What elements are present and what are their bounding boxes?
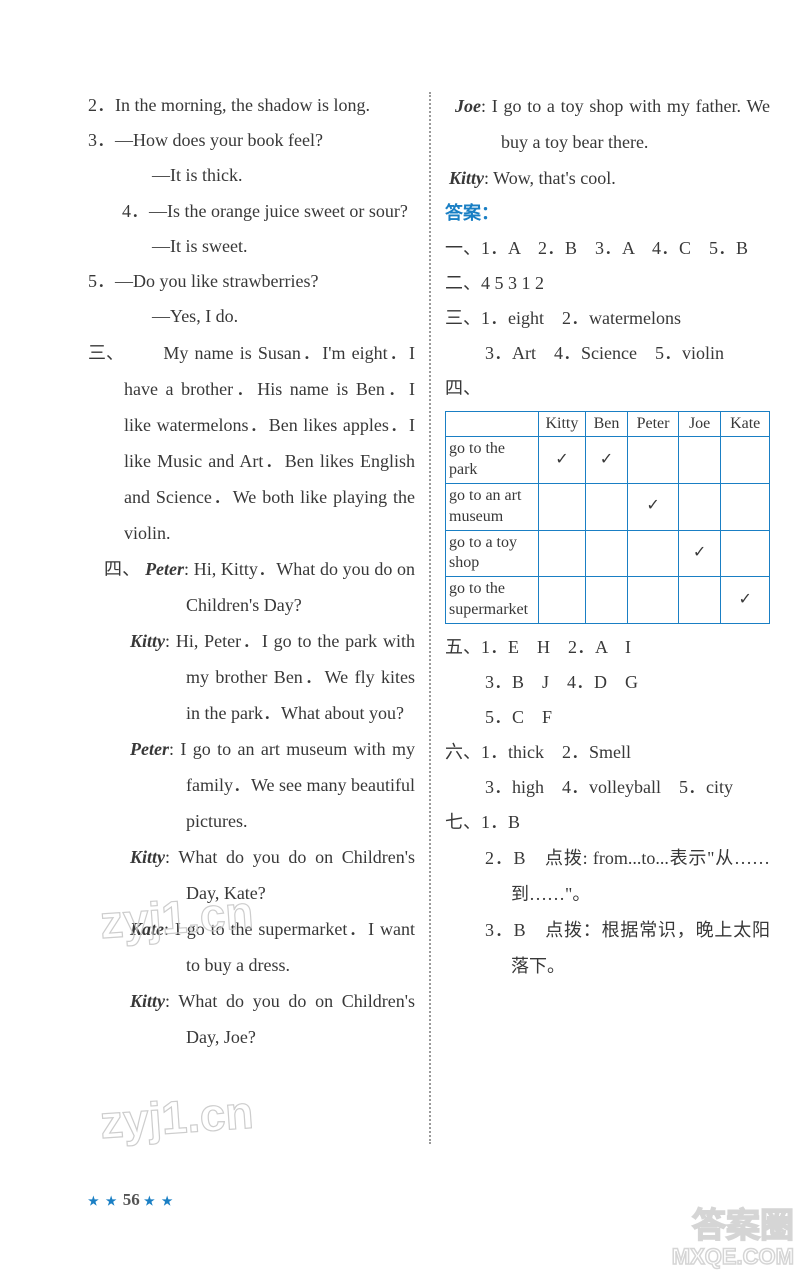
- cell: ✓: [585, 437, 628, 484]
- dlg3-name: Peter: [130, 739, 169, 759]
- page-number-block: ★ ★ 56 ★ ★: [88, 1190, 175, 1210]
- row-label: go to the supermarket: [446, 577, 539, 624]
- dlg-6: Kitty: What do you do on Children's Day,…: [88, 983, 415, 1055]
- cell: ✓: [628, 483, 679, 530]
- ans-3b: 3．Art 4．Science 5．violin: [445, 336, 770, 371]
- row-label: go to the park: [446, 437, 539, 484]
- dlg-4: Kitty: What do you do on Children's Day,…: [88, 839, 415, 911]
- dlg5-name: Kate: [130, 919, 164, 939]
- dlg-5: Kate: I go to the supermarket．I want to …: [88, 911, 415, 983]
- cell: [721, 483, 770, 530]
- cell: [539, 530, 586, 577]
- cell: ✓: [678, 530, 721, 577]
- wm-br-2: MXQE.COM: [672, 1245, 794, 1268]
- ans-6b: 3．high 4．volleyball 5．city: [445, 770, 770, 805]
- dlg7-name: Joe: [455, 96, 481, 116]
- q5a: 5．—Do you like strawberries?: [88, 264, 415, 299]
- table-row: go to the supermarket ✓: [446, 577, 770, 624]
- dlg8-text: : Wow, that's cool.: [484, 168, 616, 188]
- dlg-7: Joe: I go to a toy shop with my father. …: [445, 88, 770, 160]
- dlg-3: Peter: I go to an art museum with my fam…: [88, 731, 415, 839]
- star-icon: ★ ★: [144, 1194, 175, 1208]
- dlg3-text: : I go to an art museum with my family．W…: [169, 739, 415, 831]
- q4a: 4．—Is the orange juice sweet or sour?: [88, 193, 415, 229]
- cell: [678, 577, 721, 624]
- section-3: 三、 My name is Susan．I'm eight．I have a b…: [88, 335, 415, 551]
- dlg6-text: : What do you do on Children's Day, Joe?: [165, 991, 415, 1047]
- th-ben: Ben: [585, 411, 628, 437]
- sec4-label: 四、: [104, 559, 140, 579]
- cell: [628, 437, 679, 484]
- table-row: go to an art museum ✓: [446, 483, 770, 530]
- dlg8-name: Kitty: [449, 168, 484, 188]
- th-joe: Joe: [678, 411, 721, 437]
- dlg4-name: Kitty: [130, 847, 165, 867]
- dlg6-name: Kitty: [130, 991, 165, 1011]
- cell: [585, 483, 628, 530]
- cell: [678, 437, 721, 484]
- dlg1-name: Peter: [145, 559, 184, 579]
- th-kitty: Kitty: [539, 411, 586, 437]
- dlg7-text: : I go to a toy shop with my father. We …: [481, 96, 770, 152]
- dlg-8: Kitty: Wow, that's cool.: [445, 160, 770, 196]
- ans-7b: 2．B 点拨: from...to...表示"从……到……"。: [445, 840, 770, 912]
- q3b: —It is thick.: [88, 158, 415, 193]
- table-row: go to the park ✓ ✓: [446, 437, 770, 484]
- table-row: go to a toy shop ✓: [446, 530, 770, 577]
- ans-6a: 六、1．thick 2．Smell: [445, 735, 770, 770]
- section-4: 四、 Peter: Hi, Kitty．What do you do on Ch…: [88, 551, 415, 1055]
- dlg-1: 四、 Peter: Hi, Kitty．What do you do on Ch…: [88, 551, 415, 623]
- row-label: go to a toy shop: [446, 530, 539, 577]
- dlg-2: Kitty: Hi, Peter．I go to the park with m…: [88, 623, 415, 731]
- wm-br-1: 答案圈: [672, 1209, 794, 1245]
- dlg1-text: : Hi, Kitty．What do you do on Children's…: [184, 559, 415, 615]
- table-body: go to the park ✓ ✓ go to an art museum ✓: [446, 437, 770, 623]
- ans-2: 二、4 5 3 1 2: [445, 266, 770, 301]
- ans-3a: 三、1．eight 2．watermelons: [445, 301, 770, 336]
- watermark-bottom-right: 答案圈 MXQE.COM: [672, 1209, 794, 1268]
- cell: [628, 577, 679, 624]
- cell: [628, 530, 679, 577]
- ans-7c: 3．B 点拨：根据常识，晚上太阳落下。: [445, 912, 770, 984]
- cell: [585, 530, 628, 577]
- cell: ✓: [721, 577, 770, 624]
- cell: [585, 577, 628, 624]
- ans-1: 一、1．A 2．B 3．A 4．C 5．B: [445, 231, 770, 266]
- q2: 2．In the morning, the shadow is long.: [88, 88, 415, 123]
- dlg2-name: Kitty: [130, 631, 165, 651]
- cell: ✓: [539, 437, 586, 484]
- right-column: Joe: I go to a toy shop with my father. …: [431, 88, 770, 1144]
- dlg4-text: : What do you do on Children's Day, Kate…: [165, 847, 415, 903]
- cell: [678, 483, 721, 530]
- th-blank: [446, 411, 539, 437]
- cell: [721, 437, 770, 484]
- ans-5a: 五、1．E H 2．A I: [445, 630, 770, 665]
- ans-5b: 3．B J 4．D G: [445, 665, 770, 700]
- dlg2-text: : Hi, Peter．I go to the park with my bro…: [165, 631, 415, 723]
- page-root: 2．In the morning, the shadow is long. 3．…: [0, 0, 810, 1184]
- answer-heading: 答案：: [445, 196, 770, 231]
- th-peter: Peter: [628, 411, 679, 437]
- left-column: 2．In the morning, the shadow is long. 3．…: [88, 88, 429, 1144]
- answer-table: Kitty Ben Peter Joe Kate go to the park …: [445, 411, 770, 624]
- page-number: 56: [123, 1190, 140, 1209]
- cell: [539, 483, 586, 530]
- q5b: —Yes, I do.: [88, 299, 415, 334]
- ans-5c: 5．C F: [445, 700, 770, 735]
- cell: [539, 577, 586, 624]
- sec3-text: My name is Susan．I'm eight．I have a brot…: [124, 335, 415, 551]
- cell: [721, 530, 770, 577]
- q4b: —It is sweet.: [88, 229, 415, 264]
- ans-7a: 七、1．B: [445, 805, 770, 840]
- star-icon: ★ ★: [88, 1194, 119, 1208]
- table-header-row: Kitty Ben Peter Joe Kate: [446, 411, 770, 437]
- sec3-label: 三、: [88, 335, 124, 551]
- row-label: go to an art museum: [446, 483, 539, 530]
- q3a: 3．—How does your book feel?: [88, 123, 415, 158]
- th-kate: Kate: [721, 411, 770, 437]
- ans-4-label: 四、: [445, 371, 770, 406]
- dlg5-text: : I go to the supermarket．I want to buy …: [164, 919, 415, 975]
